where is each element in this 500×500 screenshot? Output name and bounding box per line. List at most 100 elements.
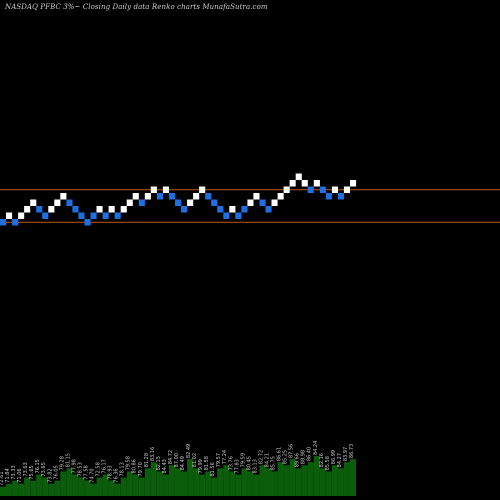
renko-brick-up	[126, 199, 133, 206]
renko-brick-down	[325, 193, 332, 200]
renko-brick-down	[211, 199, 218, 206]
renko-brick-down	[241, 206, 248, 213]
volume-bar	[175, 468, 182, 496]
volume-bar	[84, 480, 91, 496]
volume-bar	[331, 465, 338, 496]
volume-label: 84.49	[180, 456, 186, 470]
volume-label: 87.56	[289, 444, 295, 458]
volume-label: 86.61	[277, 447, 283, 461]
renko-brick-down	[223, 212, 230, 219]
volume-label: 81.56	[210, 462, 216, 476]
volume-bar	[108, 480, 115, 496]
volume-label: 84.72	[168, 450, 174, 464]
volume-label: 86.40	[307, 447, 313, 461]
volume-label: 77.58	[83, 465, 89, 479]
volume-label: 86.73	[349, 444, 355, 458]
volume-label: 73.33	[11, 465, 17, 479]
renko-brick-down	[235, 212, 242, 219]
volume-bar	[350, 459, 357, 496]
renko-brick-up	[48, 206, 55, 213]
renko-brick-up	[193, 193, 200, 200]
volume-bar	[283, 465, 290, 496]
renko-brick-up	[24, 206, 31, 213]
volume-bar	[102, 474, 109, 496]
renko-brick-down	[114, 212, 121, 219]
volume-label: 88.98	[301, 450, 307, 464]
volume-bar	[90, 483, 97, 496]
volume-bar	[42, 477, 49, 496]
renko-brick-up	[187, 199, 194, 206]
volume-label: 82.15	[156, 456, 162, 470]
renko-brick-up	[277, 193, 284, 200]
volume-bar	[24, 477, 31, 496]
volume-bar	[337, 468, 344, 496]
renko-brick-up	[132, 193, 139, 200]
volume-label: 71.06	[17, 468, 23, 482]
volume-label: 72.61	[0, 471, 5, 485]
chart-title: NASDAQ PFBC 3%~ Closing Daily data Renko…	[5, 3, 268, 11]
volume-label: 80.45	[246, 456, 252, 470]
volume-bar	[48, 483, 55, 496]
volume-bar	[325, 471, 332, 496]
volume-label: 73.76	[228, 456, 234, 470]
renko-brick-down	[0, 219, 7, 226]
volume-bar	[241, 468, 248, 496]
renko-brick-down	[12, 219, 19, 226]
volume-label: 77.83	[234, 459, 240, 473]
volume-bar	[30, 480, 37, 496]
volume-bar	[247, 471, 254, 496]
renko-brick-down	[175, 199, 182, 206]
renko-brick-down	[102, 212, 109, 219]
volume-bar	[319, 468, 326, 496]
volume-bar	[265, 468, 272, 496]
renko-brick-up	[96, 206, 103, 213]
renko-brick-up	[199, 186, 206, 193]
volume-label: 82.72	[258, 450, 264, 464]
volume-bar	[229, 471, 236, 496]
renko-brick-up	[313, 180, 320, 187]
renko-brick-up	[18, 212, 25, 219]
volume-bar	[78, 477, 85, 496]
volume-label: 74.70	[90, 468, 96, 482]
volume-bar	[277, 462, 284, 496]
renko-brick-up	[331, 186, 338, 193]
renko-brick-up	[144, 193, 151, 200]
volume-bar	[132, 474, 139, 496]
volume-bar	[0, 486, 7, 496]
volume-label: 78.13	[120, 462, 126, 476]
volume-label: 78.53	[77, 462, 83, 476]
renko-brick-up	[289, 180, 296, 187]
volume-label: 84.43	[162, 459, 168, 473]
volume-bar	[343, 462, 350, 496]
volume-bar	[193, 468, 200, 496]
volume-label: 83.13	[252, 459, 258, 473]
renko-brick-up	[253, 193, 260, 200]
volume-bar	[6, 483, 13, 496]
volume-bar	[96, 477, 103, 496]
renko-brick-down	[78, 212, 85, 219]
volume-bar	[271, 471, 278, 496]
volume-bar	[168, 465, 175, 496]
volume-label: 89.66	[295, 453, 301, 467]
volume-bar	[217, 468, 224, 496]
volume-label: 75.65	[29, 465, 35, 479]
renko-brick-up	[271, 199, 278, 206]
renko-brick-up	[6, 212, 13, 219]
volume-label: 79.70	[138, 462, 144, 476]
renko-brick-down	[319, 186, 326, 193]
volume-bar	[259, 465, 266, 496]
volume-label: 83.16	[150, 447, 156, 461]
renko-brick-down	[42, 212, 49, 219]
volume-label: 85.75	[271, 456, 277, 470]
renko-brick-up	[343, 186, 350, 193]
renko-brick-up	[162, 186, 169, 193]
volume-label: 84.21	[264, 453, 270, 467]
volume-bar	[66, 468, 73, 496]
volume-label: 82.49	[186, 444, 192, 458]
volume-label: 85.25	[283, 450, 289, 464]
volume-label: 73.63	[23, 462, 29, 476]
volume-label: 79.28	[59, 456, 65, 470]
renko-brick-down	[66, 199, 73, 206]
renko-brick-up	[229, 206, 236, 213]
